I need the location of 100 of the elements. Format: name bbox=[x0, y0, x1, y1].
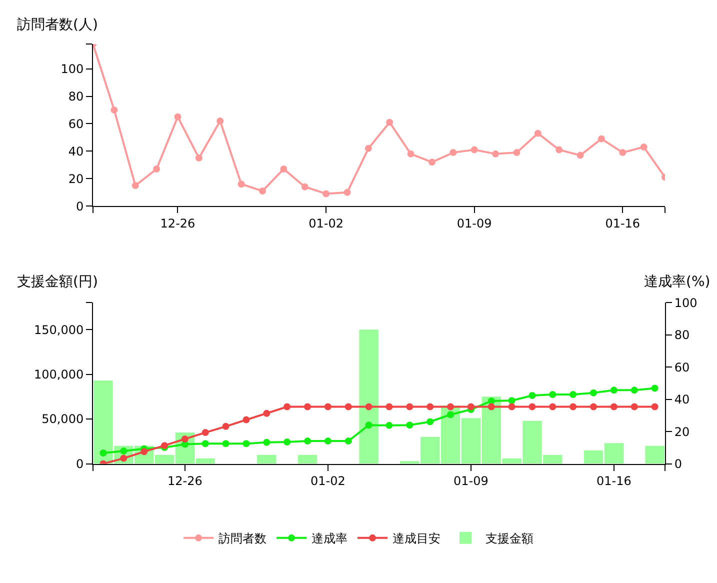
y-axis-title: 訪問者数(人) bbox=[17, 17, 98, 33]
point bbox=[202, 429, 209, 436]
point bbox=[630, 386, 638, 394]
point bbox=[258, 187, 266, 194]
point bbox=[406, 422, 414, 429]
point bbox=[365, 422, 372, 429]
point bbox=[630, 403, 638, 410]
y-tick-label: 40 bbox=[68, 144, 84, 158]
legend-label: 訪問者数 bbox=[218, 532, 266, 546]
point bbox=[301, 183, 308, 190]
point bbox=[181, 435, 188, 442]
y2-tick-label: 80 bbox=[674, 328, 690, 342]
point bbox=[428, 158, 436, 166]
legend-label: 達成率 bbox=[312, 532, 348, 546]
y-tick-label: 100,000 bbox=[34, 367, 84, 382]
y-tick-label: 0 bbox=[76, 456, 84, 471]
point bbox=[610, 403, 618, 410]
point bbox=[284, 403, 291, 410]
x-tick-label: 01-16 bbox=[605, 216, 640, 230]
y-tick-label: 50,000 bbox=[42, 412, 84, 426]
point bbox=[426, 418, 434, 426]
bar bbox=[257, 454, 276, 464]
point bbox=[492, 150, 500, 158]
x-tick-label: 01-02 bbox=[308, 216, 344, 230]
point bbox=[450, 149, 457, 156]
y2-tick-label: 60 bbox=[674, 360, 690, 374]
point bbox=[322, 190, 330, 198]
point bbox=[651, 403, 658, 410]
y2-axis-title: 達成率(%) bbox=[644, 274, 710, 290]
point bbox=[284, 438, 291, 446]
point bbox=[344, 438, 352, 445]
point bbox=[222, 422, 230, 430]
point bbox=[556, 146, 563, 154]
y-tick-label: 0 bbox=[76, 199, 84, 214]
bar bbox=[645, 446, 664, 464]
x-tick-label: 01-09 bbox=[453, 474, 488, 488]
y-tick-label: 80 bbox=[68, 89, 84, 104]
point bbox=[195, 154, 202, 162]
point bbox=[216, 117, 224, 124]
point bbox=[508, 397, 516, 404]
point bbox=[488, 403, 495, 410]
point bbox=[570, 391, 577, 398]
point bbox=[304, 438, 311, 445]
point bbox=[153, 166, 160, 173]
legend-label: 達成目安 bbox=[392, 532, 440, 546]
y2-tick-label: 20 bbox=[674, 424, 690, 439]
point bbox=[242, 416, 250, 424]
x-tick-label: 01-16 bbox=[596, 474, 632, 488]
point bbox=[100, 449, 107, 456]
point bbox=[513, 149, 520, 156]
point bbox=[549, 391, 556, 398]
point bbox=[242, 440, 250, 448]
point bbox=[344, 403, 352, 410]
y-tick-label: 100 bbox=[60, 62, 84, 76]
x-tick-label: 01-02 bbox=[310, 474, 346, 488]
point bbox=[406, 403, 414, 410]
point bbox=[467, 403, 474, 410]
y-tick-label: 20 bbox=[68, 172, 84, 186]
point bbox=[470, 146, 478, 154]
point bbox=[222, 440, 230, 448]
point bbox=[280, 166, 288, 173]
point bbox=[570, 403, 577, 410]
x-tick-label: 01-09 bbox=[456, 216, 492, 230]
point bbox=[488, 397, 495, 404]
point bbox=[263, 438, 270, 446]
point bbox=[365, 403, 372, 410]
point bbox=[610, 386, 618, 394]
point bbox=[619, 149, 626, 156]
point bbox=[132, 182, 139, 190]
point bbox=[651, 384, 658, 392]
point bbox=[324, 438, 332, 445]
point bbox=[324, 403, 332, 410]
point bbox=[304, 403, 311, 410]
point bbox=[447, 411, 454, 418]
point bbox=[508, 403, 516, 410]
point bbox=[386, 403, 393, 410]
point bbox=[407, 150, 414, 158]
point bbox=[528, 403, 536, 410]
bar bbox=[359, 330, 378, 464]
point bbox=[640, 144, 648, 151]
point bbox=[110, 106, 118, 114]
point bbox=[364, 144, 372, 152]
point bbox=[174, 113, 182, 120]
y2-tick-label: 0 bbox=[674, 456, 682, 471]
y-axis-title: 支援金額(円) bbox=[17, 274, 98, 290]
point bbox=[386, 118, 394, 126]
x-tick-label: 12-26 bbox=[167, 474, 202, 488]
y2-tick-label: 100 bbox=[674, 296, 698, 310]
y-tick-label: 60 bbox=[68, 116, 84, 131]
point bbox=[590, 389, 597, 396]
point bbox=[447, 403, 454, 410]
y2-tick-label: 40 bbox=[674, 392, 690, 407]
x-tick-label: 12-26 bbox=[160, 216, 196, 230]
point bbox=[202, 440, 209, 448]
point bbox=[386, 422, 393, 429]
point bbox=[534, 130, 542, 137]
point bbox=[426, 403, 434, 410]
point bbox=[263, 410, 270, 417]
point bbox=[576, 152, 584, 159]
y-tick-label: 150,000 bbox=[34, 322, 84, 337]
